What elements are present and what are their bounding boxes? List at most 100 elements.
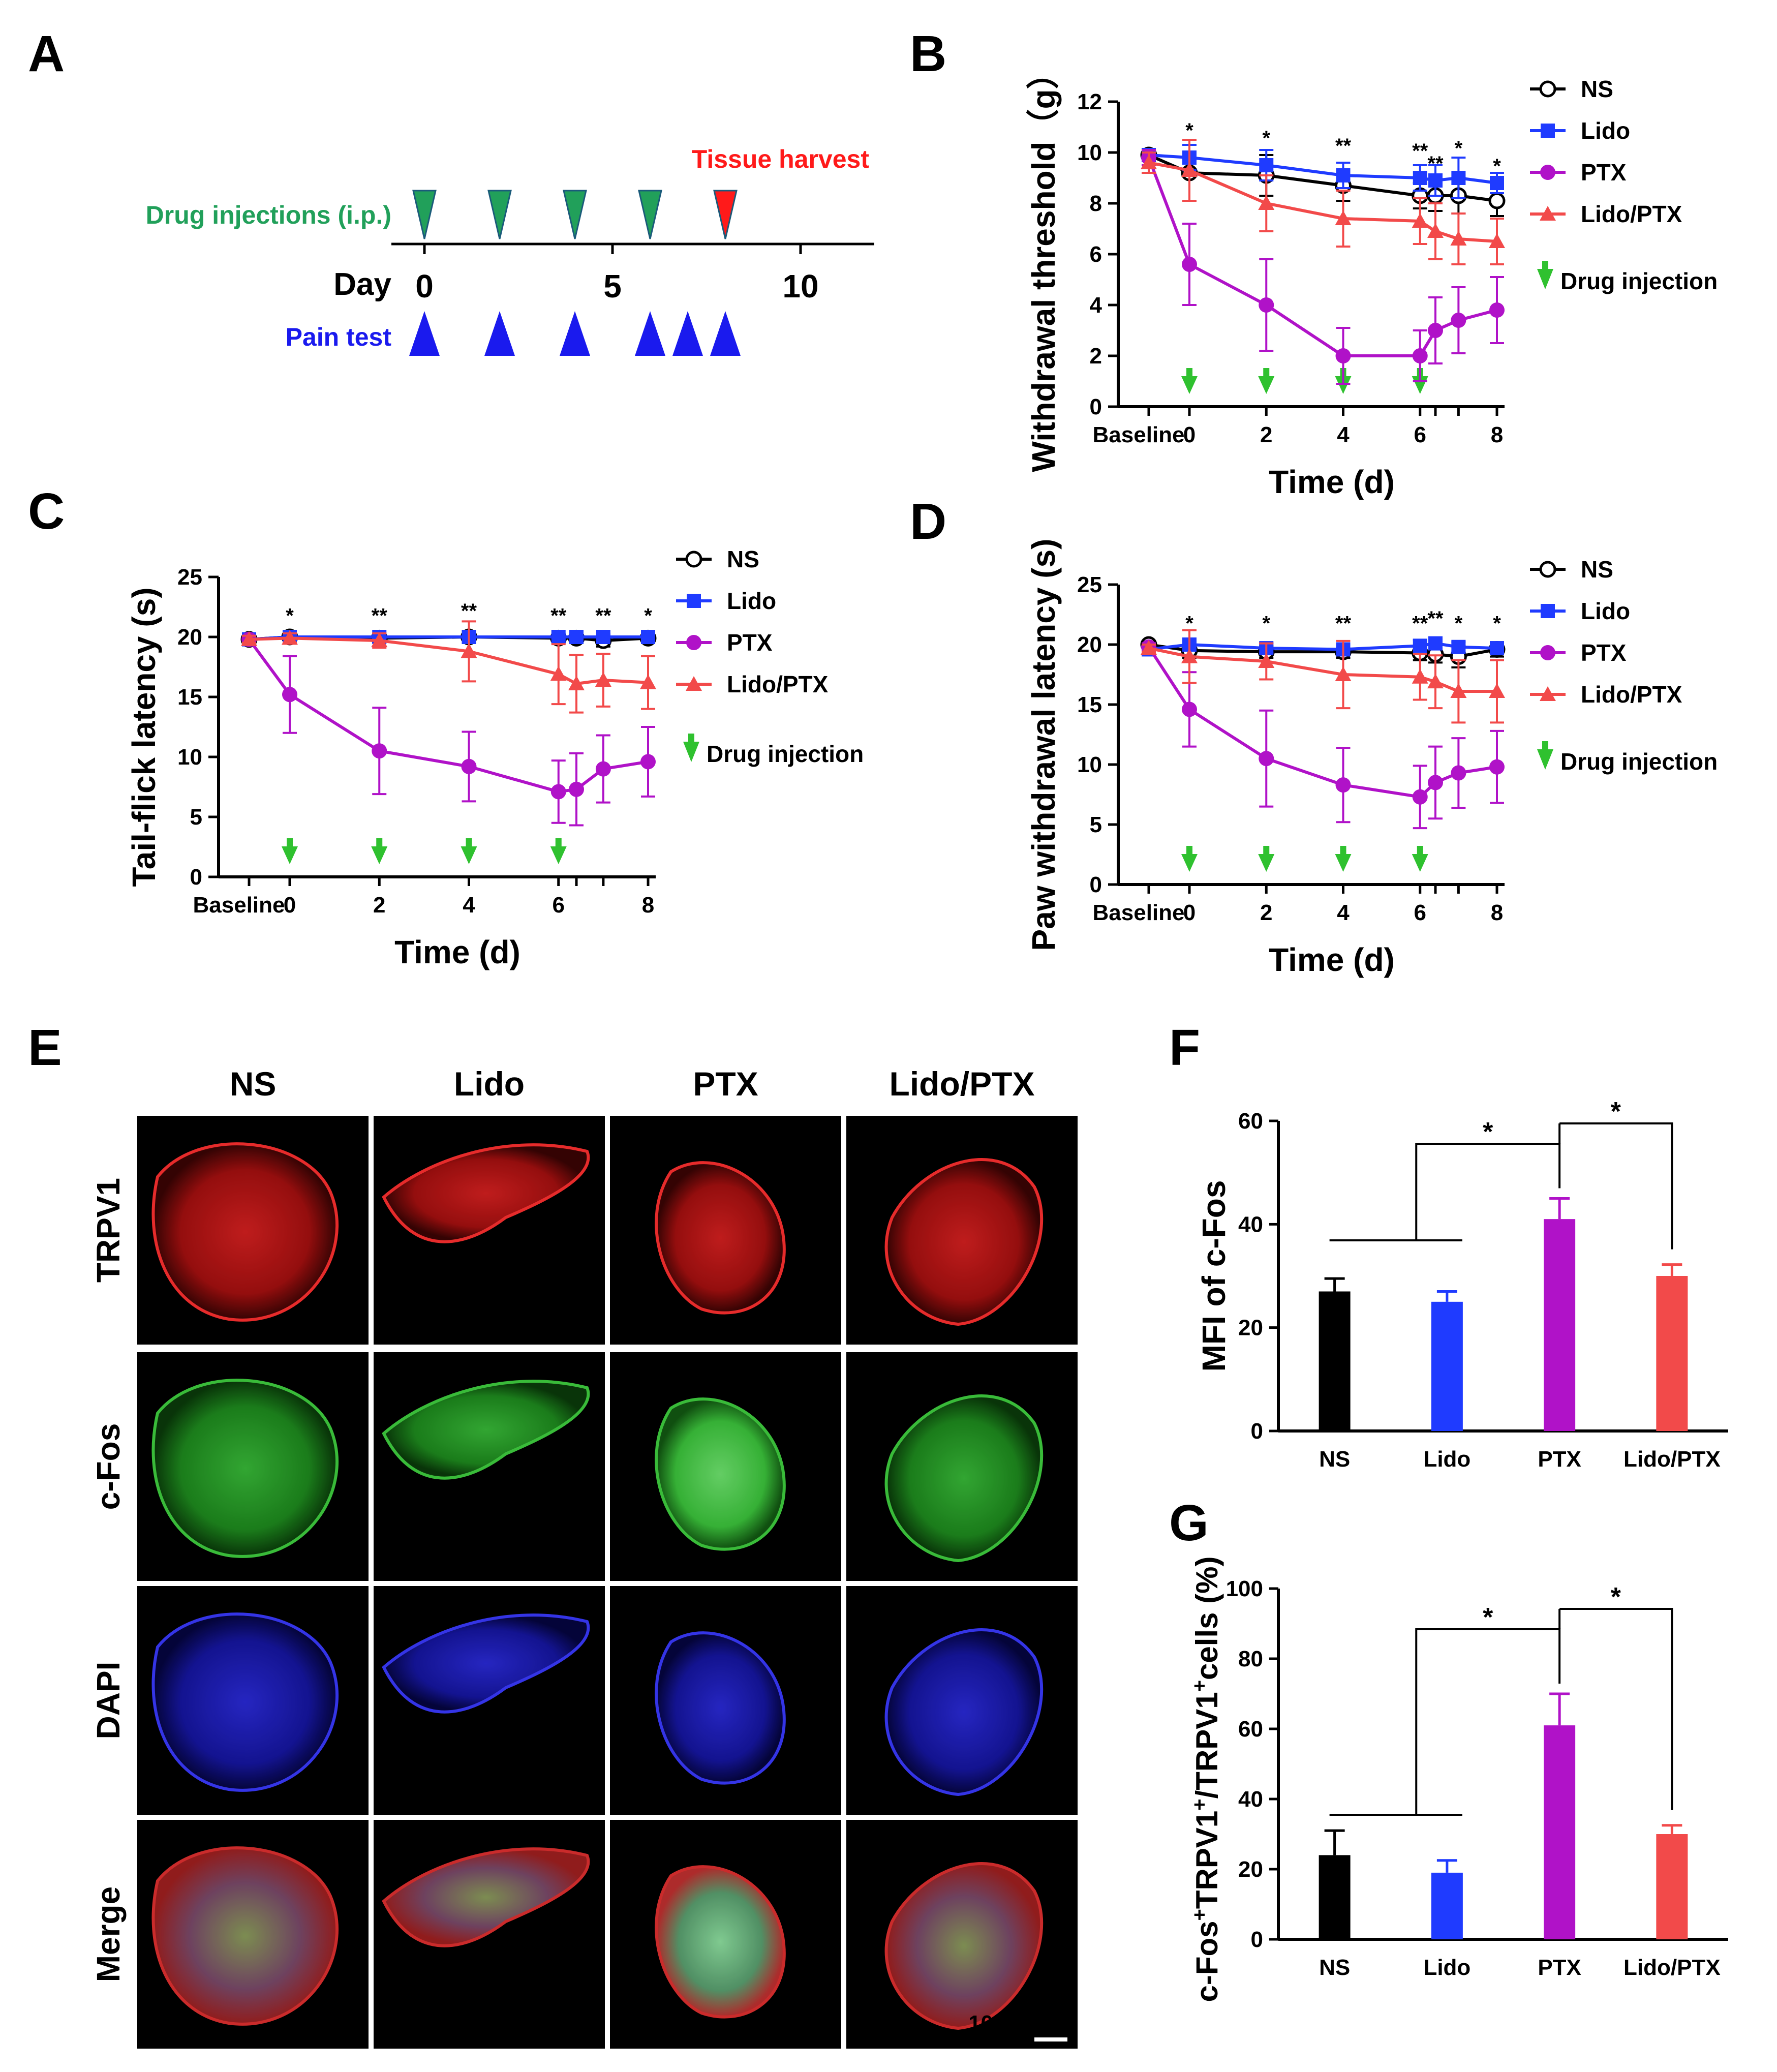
x-tick-label: PTX (1538, 1447, 1581, 1472)
pain-test-marker (635, 311, 665, 356)
data-point (1490, 176, 1504, 190)
data-point (282, 687, 297, 703)
drug-injections-label: Drug injections (i.p.) (146, 201, 391, 229)
pain-test-marker (672, 311, 703, 356)
significance-marker: ** (1427, 153, 1444, 175)
legend-drug-arrow (1537, 749, 1553, 770)
data-point (1181, 162, 1198, 177)
legend-marker (1541, 604, 1555, 618)
data-point (371, 632, 388, 648)
x-tick-label: 8 (642, 893, 654, 918)
x-tick-label: 2 (1260, 900, 1272, 925)
bar-lido (1431, 1872, 1463, 1939)
drug-injection-marker (487, 190, 512, 239)
data-point (1428, 636, 1443, 651)
x-tick-label: PTX (1538, 1955, 1581, 1980)
data-point (1141, 640, 1157, 655)
series-line-ptx (1147, 646, 1497, 799)
drug-injection-arrow-stem (376, 838, 383, 847)
data-point (569, 781, 584, 797)
timeline-tick-label: 0 (415, 268, 434, 304)
y-axis-title: c-Fos+TRPV1+/TRPV1+cells (%) (1188, 1557, 1224, 2002)
legend-marker (1540, 206, 1556, 221)
legend-drug-arrow-stem (688, 734, 694, 743)
data-point (1490, 641, 1504, 656)
y-tick-label: 10 (1077, 140, 1102, 165)
column-header: Lido (454, 1065, 525, 1103)
tissue-section (382, 1613, 590, 1714)
data-point (1335, 666, 1352, 681)
significance-marker: * (1483, 1603, 1493, 1632)
pain-test-label: Pain test (286, 323, 392, 351)
data-point (372, 743, 387, 759)
tissue-section (151, 1142, 339, 1322)
x-axis-title: Time (d) (1269, 941, 1395, 978)
data-point (282, 630, 298, 645)
data-point (1413, 638, 1427, 653)
row-header: TRPV1 (90, 1178, 127, 1283)
drug-injection-arrow-stem (1186, 368, 1192, 377)
data-point (550, 666, 567, 681)
tissue-section (655, 1397, 786, 1551)
significance-marker: * (1185, 119, 1193, 142)
legend-label: Lido/PTX (1581, 681, 1682, 708)
significance-marker: * (1483, 1117, 1493, 1147)
x-tick-label: 6 (1414, 422, 1426, 447)
legend-marker (1541, 124, 1555, 138)
tissue-section (382, 1847, 590, 1947)
y-tick-label: 20 (1238, 1857, 1263, 1882)
tissue-section (884, 1628, 1044, 1796)
x-tick-label: Baseline (1093, 900, 1185, 925)
x-tick-label: NS (1319, 1955, 1350, 1980)
significance-marker: ** (1412, 140, 1428, 162)
y-axis-title-part: cells (%) (1190, 1557, 1224, 1680)
data-point (1258, 195, 1275, 210)
legend-drug-label: Drug injection (707, 741, 864, 767)
significance-marker: * (1455, 137, 1463, 160)
row-header: c-Fos (90, 1423, 127, 1510)
drug-injection-arrow (282, 846, 298, 864)
tissue-section (151, 1379, 339, 1558)
legend-label: NS (1581, 556, 1613, 583)
y-tick-label: 15 (1077, 692, 1102, 717)
legend-label: PTX (1581, 159, 1627, 186)
x-tick-label: 6 (1414, 900, 1426, 925)
drug-injection-arrow-stem (1186, 846, 1192, 855)
significance-marker: ** (1412, 613, 1428, 635)
legend-drug-arrow-stem (1542, 741, 1548, 750)
y-tick-label: 5 (190, 805, 202, 830)
bar-ns (1319, 1291, 1351, 1431)
drug-injection-arrow-stem (555, 838, 562, 847)
data-point (1451, 639, 1466, 654)
series-line-lido-ptx (249, 636, 649, 686)
y-axis-title-part: + (1188, 1680, 1211, 1692)
series-line-lido-ptx (1148, 647, 1497, 693)
x-tick-label: 0 (1183, 900, 1196, 925)
data-point (596, 630, 610, 644)
significance-bracket (1415, 1628, 1561, 1815)
y-axis-title-part: + (1188, 1799, 1211, 1810)
legend-drug-label: Drug injection (1560, 268, 1718, 294)
significance-marker: * (1262, 127, 1270, 149)
legend-label: Lido (727, 588, 776, 614)
data-point (1258, 653, 1275, 668)
drug-injection-arrow (461, 846, 477, 864)
data-point (1259, 297, 1274, 313)
x-tick-label: 8 (1491, 900, 1503, 925)
tissue-harvest-marker (713, 190, 738, 239)
legend-marker (1540, 165, 1555, 180)
legend-label: PTX (727, 629, 773, 656)
data-point (1336, 168, 1351, 182)
drug-injection-arrow-stem (1417, 846, 1423, 855)
significance-marker: * (644, 605, 652, 627)
y-tick-label: 12 (1077, 89, 1102, 114)
y-tick-label: 5 (1090, 812, 1102, 837)
significance-marker: * (1611, 1582, 1621, 1612)
legend-label: Lido/PTX (727, 671, 829, 697)
y-tick-label: 0 (1090, 872, 1102, 897)
tissue-section (655, 1865, 786, 2019)
data-point (1427, 223, 1444, 238)
data-point (1259, 751, 1274, 767)
